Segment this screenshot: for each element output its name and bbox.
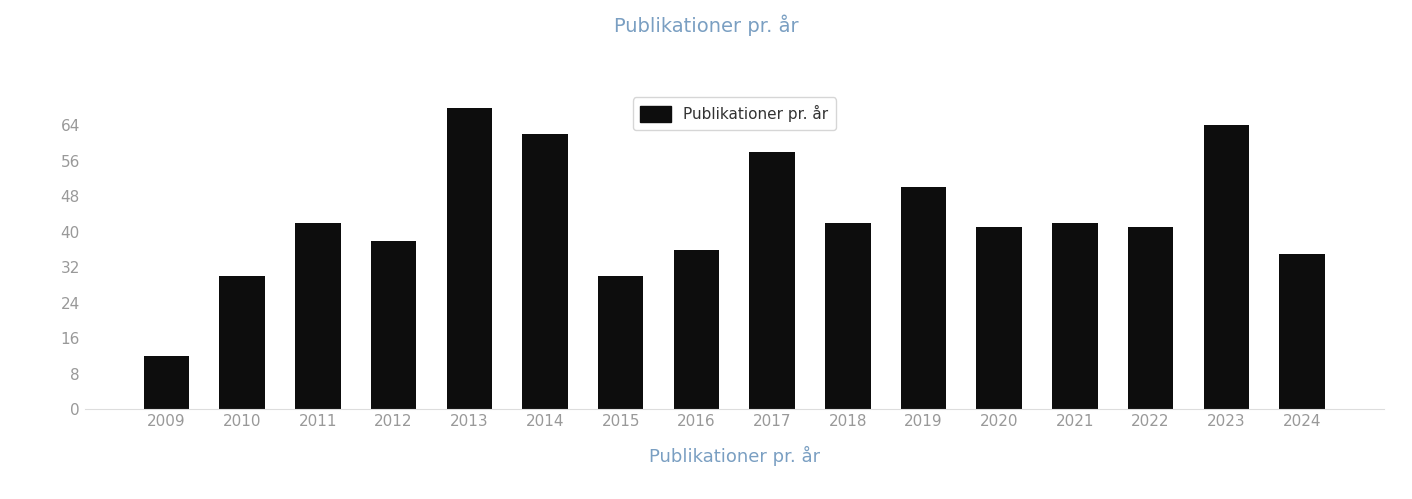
Bar <box>674 250 719 409</box>
Bar <box>1203 125 1250 409</box>
Bar <box>1052 223 1097 409</box>
X-axis label: Publikationer pr. år: Publikationer pr. år <box>648 446 820 466</box>
Bar <box>597 276 644 409</box>
Bar <box>750 152 795 409</box>
Legend: Publikationer pr. år: Publikationer pr. år <box>633 97 836 130</box>
Bar <box>219 276 265 409</box>
Bar <box>825 223 871 409</box>
Bar <box>295 223 340 409</box>
Bar <box>371 241 417 409</box>
Bar <box>1128 228 1173 409</box>
Bar <box>144 356 189 409</box>
Bar <box>522 134 568 409</box>
Text: Publikationer pr. år: Publikationer pr. år <box>614 15 798 36</box>
Bar <box>446 108 491 409</box>
Bar <box>977 228 1022 409</box>
Bar <box>1279 254 1324 409</box>
Bar <box>901 188 946 409</box>
